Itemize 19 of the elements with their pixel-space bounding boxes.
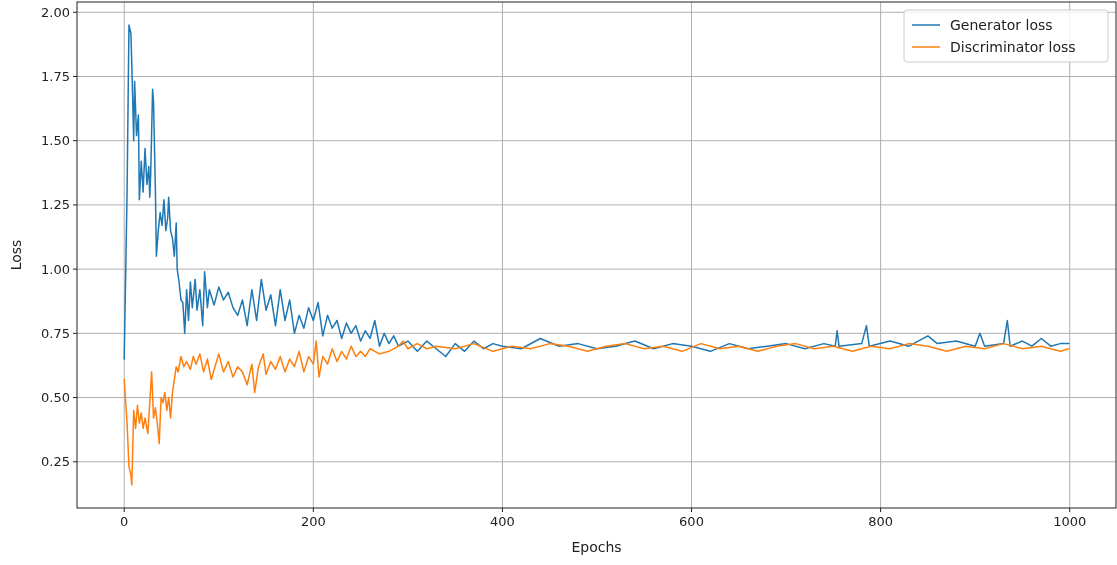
- x-tick-label: 1000: [1053, 514, 1087, 529]
- y-tick-label: 2.00: [41, 4, 70, 20]
- y-tick-label: 1.00: [41, 261, 70, 277]
- x-tick-label: 400: [490, 514, 515, 529]
- x-tick-label: 0: [120, 514, 129, 529]
- y-tick-label: 0.25: [41, 454, 70, 470]
- y-tick-label: 1.50: [41, 133, 70, 149]
- y-tick-label: 1.25: [41, 197, 70, 213]
- x-tick-label: 200: [300, 514, 326, 529]
- y-tick-label: 0.50: [41, 390, 70, 406]
- y-axis-title: Loss: [8, 239, 24, 271]
- line-series: [123, 340, 1070, 486]
- y-tick-label: 1.75: [41, 68, 70, 84]
- y-tick-label: 0.75: [41, 325, 70, 341]
- legend-label: Discriminator loss: [950, 39, 1076, 55]
- x-tick-label: 600: [679, 514, 704, 529]
- x-axis-title: Epochs: [571, 539, 622, 555]
- x-tick-label: 800: [868, 514, 894, 529]
- legend-label: Generator loss: [950, 17, 1053, 33]
